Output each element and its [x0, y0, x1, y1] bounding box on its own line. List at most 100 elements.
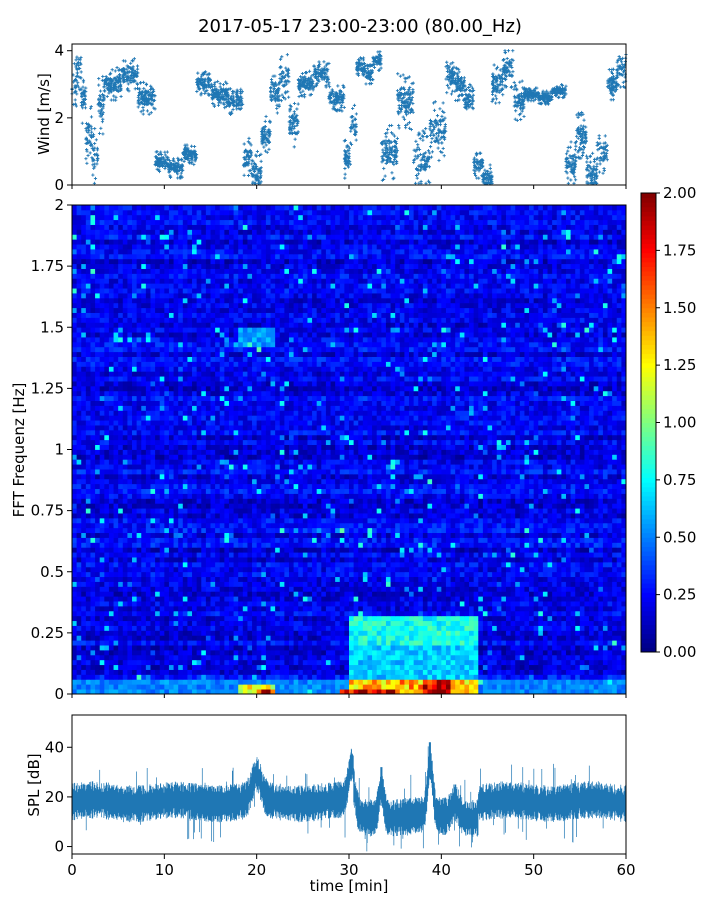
- spectrogram-cell: [565, 684, 571, 690]
- spectrogram-cell: [422, 679, 428, 685]
- spectrogram-cell: [432, 654, 438, 661]
- spectrogram-cell: [201, 674, 207, 680]
- spectrogram-cell: [136, 654, 142, 661]
- spectrogram-cell: [519, 640, 525, 646]
- spectrogram-cell: [542, 664, 548, 670]
- spectrogram-cell: [90, 640, 96, 646]
- wind-point: [293, 137, 297, 141]
- spectrogram-cell: [178, 659, 184, 666]
- wind-point: [163, 159, 167, 164]
- spectrogram-cell: [275, 669, 281, 675]
- spectrogram-cell: [279, 640, 285, 646]
- wind-point: [574, 144, 578, 148]
- wind-point: [135, 71, 139, 75]
- spectrogram-cell: [533, 645, 539, 651]
- wind-point: [569, 178, 573, 182]
- spectrogram-cell: [219, 679, 225, 685]
- wind-point: [130, 77, 134, 81]
- spectrogram-cell: [579, 659, 585, 666]
- spectrogram-cell: [542, 649, 548, 656]
- wind-point: [84, 126, 88, 131]
- spectrogram-cell: [362, 659, 368, 666]
- spectrogram-cell: [519, 684, 525, 690]
- spectrogram-cell: [136, 669, 142, 675]
- spectrogram-cell: [265, 679, 271, 685]
- spectrogram-cell: [459, 674, 465, 680]
- spectrogram-cell: [302, 684, 308, 690]
- spectrogram-cell: [330, 640, 336, 646]
- spectrogram-cell: [192, 674, 198, 680]
- spectrogram-cell: [556, 659, 562, 666]
- spectrogram-cell: [307, 645, 313, 651]
- wind-point: [149, 94, 154, 98]
- spectrogram-cell: [505, 669, 511, 675]
- spectrogram-cell: [252, 654, 258, 661]
- spectrogram-cell: [90, 664, 96, 670]
- spectrogram-cell: [192, 684, 198, 690]
- wind-ytick-label: 0: [54, 176, 64, 194]
- spectrogram-cell: [224, 664, 230, 670]
- spectrogram-cell: [215, 684, 221, 690]
- spectrogram-cell: [298, 684, 304, 690]
- spectrogram-cell: [469, 664, 475, 670]
- wind-point: [194, 156, 199, 160]
- spectrogram-cell: [501, 659, 507, 666]
- spectrogram-cell: [390, 674, 396, 680]
- spectrogram-cell: [565, 640, 571, 646]
- wind-point: [275, 106, 279, 111]
- wind-point: [73, 102, 78, 106]
- spectrogram-cell: [533, 679, 539, 685]
- spectrogram-cell: [210, 645, 216, 651]
- wind-point: [85, 161, 89, 165]
- spectrogram-cell: [312, 669, 318, 675]
- wind-point: [152, 98, 157, 102]
- wind-point: [79, 62, 83, 66]
- spectrogram-cell: [565, 649, 571, 656]
- wind-point: [137, 91, 142, 95]
- wind-point: [109, 80, 113, 84]
- spectrogram-cell: [210, 679, 216, 685]
- spectrogram-cell: [178, 664, 184, 670]
- spectrogram-cell: [441, 649, 447, 656]
- wind-point: [457, 70, 461, 74]
- wind-point: [101, 117, 105, 121]
- spectrogram-cell: [81, 669, 87, 675]
- spectrogram-cell: [598, 649, 604, 656]
- wind-point: [83, 97, 87, 101]
- spectrogram-cell: [122, 645, 128, 651]
- wind-ytick-label: 2: [54, 109, 64, 127]
- spectrogram-cell: [104, 640, 110, 646]
- spectrogram-cell: [132, 679, 138, 685]
- spectrogram-cell: [349, 674, 355, 680]
- spectrogram-cell: [390, 640, 396, 646]
- wind-point: [174, 161, 178, 166]
- spectrogram-cell: [358, 674, 364, 680]
- wind-point: [322, 60, 326, 64]
- spectrogram-cell: [432, 649, 438, 656]
- spectrogram-cell: [201, 640, 207, 646]
- spectrogram-cell: [293, 640, 299, 646]
- wind-point: [143, 93, 147, 97]
- spectrogram-cell: [422, 645, 428, 651]
- spectrogram-cell: [505, 674, 511, 680]
- spectrogram-cell: [298, 645, 304, 651]
- spectrogram-cell: [552, 684, 558, 690]
- spectrogram-cell: [538, 654, 544, 661]
- spectrogram-cell: [288, 679, 294, 685]
- spectrogram-cell: [159, 684, 165, 690]
- spectrogram-cell: [339, 679, 345, 685]
- spectrogram-cell: [570, 674, 576, 680]
- spectrogram-cell: [510, 640, 516, 646]
- spectrogram-cell: [205, 635, 211, 641]
- spectrogram-cell: [404, 649, 410, 656]
- spectrogram-cell: [349, 669, 355, 675]
- spectrogram-cell: [524, 674, 530, 680]
- spectrogram-cell: [95, 679, 101, 685]
- spectrogram-cell: [390, 679, 396, 685]
- wind-point: [110, 68, 114, 72]
- wind-point: [139, 110, 143, 114]
- spectrogram-cell: [178, 649, 184, 656]
- spectrogram-cell: [464, 640, 470, 646]
- spectrogram-cell: [376, 679, 382, 685]
- spectrogram-cell: [427, 669, 433, 675]
